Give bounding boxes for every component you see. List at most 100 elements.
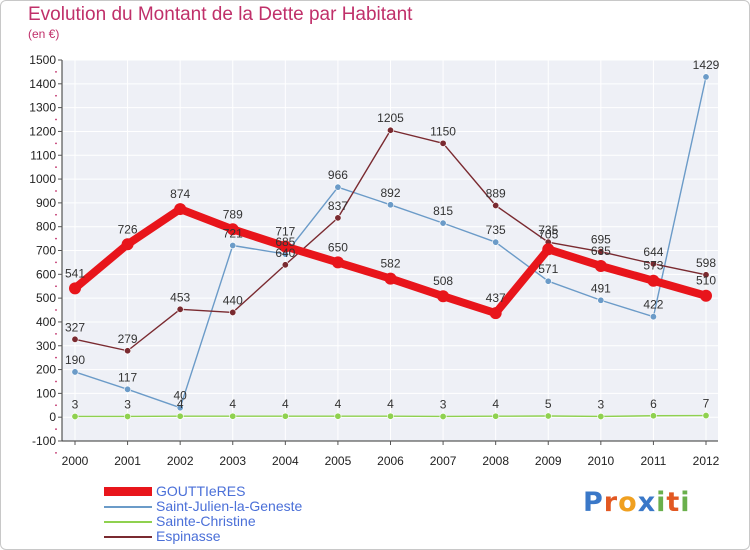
data-point	[386, 126, 394, 134]
data-point	[492, 201, 500, 209]
legend-swatch	[104, 520, 152, 523]
data-labels: 1901174072168596689281573557149142214293…	[65, 58, 720, 412]
data-label: 190	[65, 353, 85, 367]
data-label: 117	[118, 370, 137, 384]
y-tick-label: 900	[36, 196, 56, 210]
y-minor-dot	[55, 452, 57, 454]
logo-letter: t	[666, 487, 681, 518]
data-point	[229, 412, 237, 420]
x-tick-label: 2010	[587, 454, 614, 468]
data-point	[174, 203, 187, 216]
x-tick-label: 2004	[272, 454, 299, 468]
data-label: 3	[72, 397, 79, 411]
x-tick-label: 2009	[535, 454, 562, 468]
y-tick-label: 700	[36, 244, 56, 258]
data-point	[649, 260, 657, 268]
data-point	[647, 274, 660, 287]
data-label: 735	[538, 223, 558, 237]
legend-swatch	[104, 487, 152, 496]
y-tick-label: 500	[36, 291, 56, 305]
data-label: 1429	[693, 58, 720, 72]
data-label: 3	[597, 397, 604, 411]
data-label: 635	[591, 244, 611, 258]
data-point	[121, 238, 134, 251]
data-point	[702, 412, 710, 420]
data-label: 650	[328, 240, 348, 254]
y-minor-dot	[55, 94, 57, 97]
data-point	[226, 223, 239, 236]
y-tick-label: 200	[36, 363, 56, 377]
data-label: 1150	[430, 124, 456, 138]
data-point	[71, 368, 79, 376]
data-point	[176, 305, 184, 313]
data-label: 510	[696, 274, 716, 288]
y-minor-dot	[55, 428, 57, 430]
y-minor-dot	[55, 380, 57, 383]
data-label: 815	[433, 204, 453, 218]
y-minor-dot	[55, 237, 57, 240]
data-label: 5	[545, 397, 552, 411]
data-point	[176, 404, 184, 412]
data-label: 3	[124, 397, 131, 411]
data-label: 966	[328, 168, 348, 182]
data-point	[492, 412, 500, 420]
data-label: 4	[492, 397, 499, 411]
legend-label: Sainte-Christine	[156, 513, 256, 529]
data-point	[439, 139, 447, 147]
data-point	[71, 412, 79, 420]
y-minor-dot	[55, 213, 57, 216]
data-label: 7	[703, 397, 710, 411]
data-point	[281, 412, 289, 420]
logo-letter: o	[618, 487, 638, 518]
data-label: 598	[696, 256, 716, 270]
legend-swatch	[104, 535, 152, 538]
data-label: 705	[538, 227, 558, 241]
series-lines	[69, 73, 712, 420]
y-minor-dot	[55, 356, 57, 359]
data-label: 4	[282, 397, 289, 411]
data-label: 789	[223, 207, 243, 221]
data-point	[384, 272, 397, 285]
y-minor-dot	[55, 166, 57, 169]
y-tick-label: 1000	[29, 172, 56, 186]
x-tick-label: 2011	[641, 454, 667, 468]
x-tick-label: 2006	[377, 454, 404, 468]
data-label: 508	[433, 274, 453, 288]
data-label: 491	[591, 281, 611, 295]
y-tick-label: 1200	[29, 124, 56, 138]
data-label: 6	[650, 397, 657, 411]
x-tick-label: 2007	[430, 454, 457, 468]
data-point	[176, 412, 184, 420]
data-label: 582	[380, 257, 400, 271]
chart-title: Evolution du Montant de la Dette par Hab…	[28, 4, 413, 25]
y-tick-label: 300	[36, 339, 56, 353]
data-label: 721	[223, 226, 243, 240]
data-label: 892	[380, 186, 400, 200]
logo-letter: P	[583, 487, 604, 518]
data-point	[124, 412, 132, 420]
y-tick-label: 0	[49, 410, 56, 424]
data-point	[386, 412, 394, 420]
y-tick-label: 600	[36, 267, 56, 281]
x-tick-label: 2000	[62, 454, 89, 468]
x-tick-label: 2003	[219, 454, 246, 468]
data-point	[439, 219, 447, 227]
data-label: 327	[65, 320, 85, 334]
legend-label: Saint-Julien-la-Geneste	[156, 498, 303, 514]
series-saint-julien-la-geneste	[71, 73, 710, 412]
data-label: 571	[538, 262, 558, 276]
data-point	[649, 313, 657, 321]
y-tick-label: 1500	[29, 53, 56, 67]
x-axis-ticks: 2000 2001 2002 2003 2004 2005 2006 2007 2008 2009…	[62, 441, 720, 468]
data-label: 4	[229, 397, 236, 411]
logo-letter: r	[603, 487, 619, 518]
data-point	[334, 183, 342, 191]
y-minor-dot	[55, 309, 57, 311]
x-tick-label: 2001	[114, 454, 141, 468]
data-label: 3	[440, 397, 447, 411]
data-point	[386, 201, 394, 209]
data-label: 4	[177, 397, 184, 411]
legend-item: Sainte-Christine	[104, 514, 302, 529]
y-minor-dot	[55, 118, 57, 121]
data-point	[279, 240, 292, 253]
